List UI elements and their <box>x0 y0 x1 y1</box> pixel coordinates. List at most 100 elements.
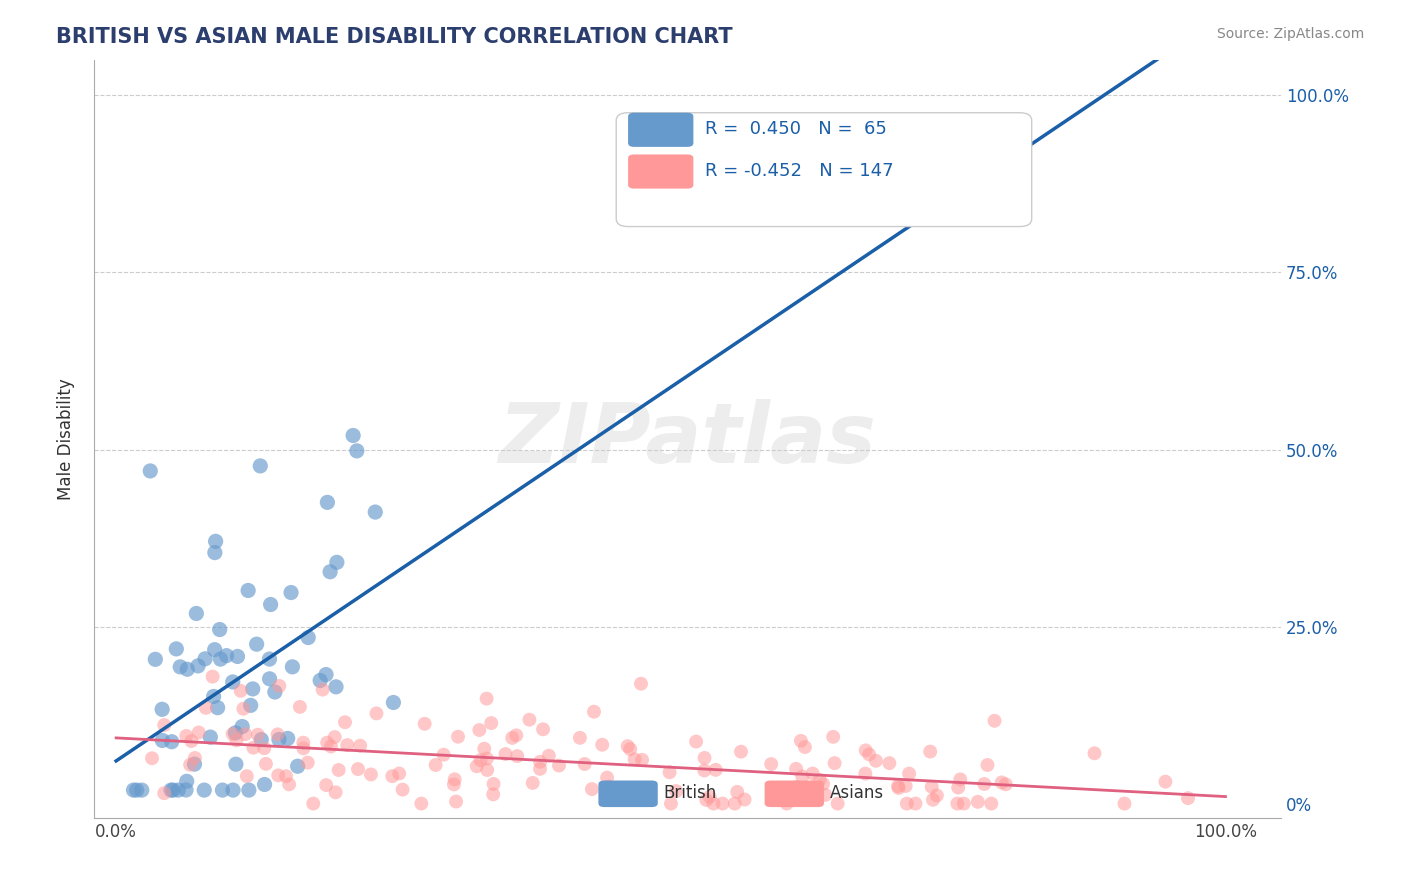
Point <box>225 733 247 747</box>
Point <box>139 464 162 478</box>
Point <box>529 755 551 769</box>
Point <box>204 534 226 549</box>
Point <box>246 728 269 742</box>
Point <box>160 783 183 797</box>
Point <box>125 783 148 797</box>
Point <box>792 769 814 783</box>
Point <box>122 783 145 797</box>
Point <box>865 754 887 768</box>
Point <box>858 747 880 762</box>
Point <box>582 705 605 719</box>
Point <box>239 698 262 713</box>
Point <box>259 672 281 686</box>
Point <box>200 730 222 744</box>
Point <box>280 585 302 599</box>
Point <box>827 797 849 811</box>
Point <box>411 797 433 811</box>
Point <box>1177 791 1199 805</box>
Point <box>472 741 495 756</box>
Point <box>581 782 603 797</box>
Point <box>922 793 945 807</box>
Point <box>730 745 752 759</box>
Point <box>659 797 682 811</box>
Text: R = -0.452   N = 147: R = -0.452 N = 147 <box>706 162 894 180</box>
Point <box>167 783 190 797</box>
Point <box>174 783 197 797</box>
Point <box>734 792 756 806</box>
Point <box>288 699 311 714</box>
Point <box>169 660 191 674</box>
Point <box>725 785 748 799</box>
Point <box>887 779 910 793</box>
Point <box>176 774 198 789</box>
Point <box>287 759 309 773</box>
Point <box>309 673 332 688</box>
Point <box>616 739 638 754</box>
Point <box>222 783 245 797</box>
Y-axis label: Male Disability: Male Disability <box>58 378 75 500</box>
Point <box>382 696 405 710</box>
Point <box>319 565 342 579</box>
Point <box>887 780 910 795</box>
FancyBboxPatch shape <box>628 112 693 147</box>
Point <box>983 714 1005 728</box>
Point <box>425 758 447 772</box>
Point <box>1083 746 1105 760</box>
Point <box>855 743 877 757</box>
Point <box>596 771 619 785</box>
Point <box>685 734 707 748</box>
Point <box>233 727 256 741</box>
Point <box>253 741 276 756</box>
Point <box>236 583 259 598</box>
Point <box>814 788 837 802</box>
Point <box>619 742 641 756</box>
Point <box>342 428 364 442</box>
Point <box>702 797 724 811</box>
Point <box>336 738 359 752</box>
Point <box>808 772 831 787</box>
Point <box>465 759 488 773</box>
Point <box>990 775 1012 789</box>
Point <box>505 728 527 742</box>
Point <box>292 736 315 750</box>
Point <box>790 734 813 748</box>
Point <box>522 776 544 790</box>
Point <box>482 777 505 791</box>
Point <box>316 495 339 509</box>
Point <box>208 623 231 637</box>
Point <box>278 777 301 791</box>
Point <box>187 725 209 739</box>
Point <box>360 767 382 781</box>
Point <box>953 797 976 811</box>
Point <box>433 747 456 762</box>
Point <box>966 795 988 809</box>
Point <box>1154 774 1177 789</box>
Point <box>811 777 834 791</box>
Text: ZIPatlas: ZIPatlas <box>499 399 876 480</box>
Point <box>921 780 943 794</box>
Point <box>180 734 202 748</box>
Point <box>598 780 620 794</box>
Point <box>194 652 217 666</box>
Point <box>665 784 688 798</box>
Point <box>447 730 470 744</box>
Point <box>229 683 252 698</box>
Point <box>366 706 388 721</box>
Point <box>259 652 281 666</box>
Point <box>315 667 337 681</box>
Point <box>894 779 917 793</box>
Point <box>444 795 467 809</box>
Point <box>204 642 226 657</box>
Point <box>153 718 176 732</box>
Point <box>925 789 948 803</box>
Point <box>776 797 799 811</box>
Point <box>759 757 782 772</box>
Point <box>131 783 153 797</box>
Point <box>347 762 370 776</box>
Point <box>231 719 253 733</box>
Point <box>349 739 371 753</box>
Point <box>973 777 995 791</box>
Point <box>150 733 173 747</box>
Point <box>232 702 254 716</box>
Point <box>381 769 404 783</box>
